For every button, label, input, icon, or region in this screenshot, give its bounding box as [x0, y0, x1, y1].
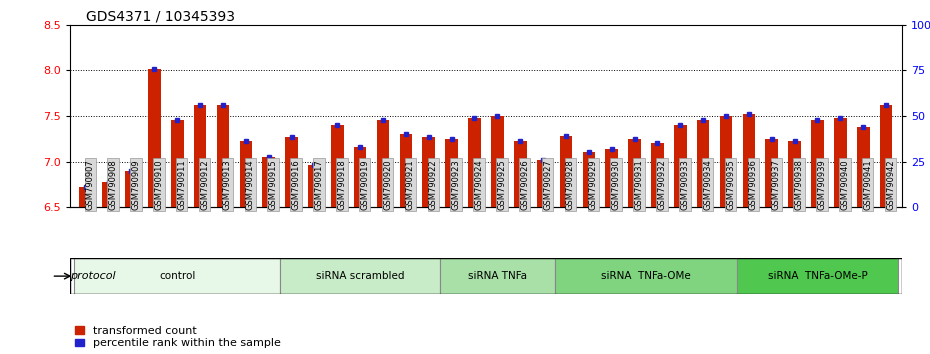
FancyBboxPatch shape [280, 258, 440, 294]
Bar [537, 160, 550, 207]
Bar [651, 143, 664, 207]
Bar [720, 116, 732, 207]
Text: GSM790910: GSM790910 [154, 159, 164, 210]
Text: GSM790924: GSM790924 [474, 159, 484, 210]
Bar [286, 137, 298, 207]
Text: control: control [159, 271, 195, 281]
Bar [400, 134, 412, 207]
Text: GSM790909: GSM790909 [131, 159, 140, 210]
Text: GSM790920: GSM790920 [383, 159, 392, 210]
Bar [514, 142, 526, 207]
Text: GSM790908: GSM790908 [109, 159, 117, 210]
Text: GSM790934: GSM790934 [703, 159, 712, 210]
Text: GSM790907: GSM790907 [86, 159, 95, 210]
Text: siRNA  TNFa-OMe-P: siRNA TNFa-OMe-P [767, 271, 868, 281]
Text: GSM790921: GSM790921 [405, 159, 415, 210]
Text: GSM790942: GSM790942 [886, 159, 895, 210]
Text: GSM790913: GSM790913 [223, 159, 232, 210]
Bar [834, 118, 846, 207]
Text: GSM790938: GSM790938 [794, 159, 804, 210]
Text: GSM790915: GSM790915 [269, 159, 278, 210]
FancyBboxPatch shape [554, 258, 737, 294]
Bar [102, 182, 115, 207]
Text: GSM790939: GSM790939 [817, 159, 827, 210]
Bar [217, 105, 230, 207]
Bar [697, 120, 710, 207]
Text: GSM790928: GSM790928 [566, 159, 575, 210]
Text: GSM790911: GSM790911 [178, 159, 186, 210]
Bar [605, 149, 618, 207]
Bar [193, 105, 206, 207]
Bar [765, 139, 778, 207]
FancyBboxPatch shape [74, 258, 280, 294]
Bar [491, 116, 504, 207]
Bar [445, 139, 458, 207]
Text: GSM790925: GSM790925 [498, 159, 506, 210]
Bar [857, 127, 870, 207]
Bar [674, 125, 686, 207]
Text: GSM790926: GSM790926 [520, 159, 529, 210]
Text: GSM790919: GSM790919 [360, 159, 369, 210]
Text: GSM790933: GSM790933 [680, 159, 689, 210]
Text: GSM790931: GSM790931 [634, 159, 644, 210]
Text: GSM790927: GSM790927 [543, 159, 552, 210]
Text: GSM790912: GSM790912 [200, 159, 209, 210]
Bar [742, 114, 755, 207]
Text: protocol: protocol [70, 271, 115, 281]
Bar [377, 120, 390, 207]
Text: GSM790917: GSM790917 [314, 159, 324, 210]
Text: GDS4371 / 10345393: GDS4371 / 10345393 [86, 10, 235, 24]
Bar [811, 120, 824, 207]
Text: GSM790918: GSM790918 [338, 159, 346, 210]
Bar [79, 187, 92, 207]
Text: GSM790916: GSM790916 [292, 159, 300, 210]
Bar [354, 147, 366, 207]
Text: GSM790929: GSM790929 [589, 159, 598, 210]
Text: GSM790922: GSM790922 [429, 159, 438, 210]
Text: GSM790940: GSM790940 [841, 159, 849, 210]
Bar [126, 171, 138, 207]
Bar [560, 136, 572, 207]
FancyBboxPatch shape [440, 258, 554, 294]
Text: siRNA TNFa: siRNA TNFa [468, 271, 527, 281]
Bar [308, 165, 321, 207]
Bar [262, 157, 275, 207]
Bar [880, 105, 893, 207]
Bar [582, 153, 595, 207]
Text: GSM790932: GSM790932 [658, 159, 667, 210]
FancyBboxPatch shape [737, 258, 897, 294]
Text: GSM790936: GSM790936 [749, 159, 758, 210]
Bar [789, 142, 801, 207]
Text: GSM790923: GSM790923 [452, 159, 460, 210]
Text: siRNA scrambled: siRNA scrambled [316, 271, 405, 281]
Bar [422, 137, 435, 207]
Text: GSM790935: GSM790935 [726, 159, 735, 210]
Legend: transformed count, percentile rank within the sample: transformed count, percentile rank withi… [75, 326, 281, 348]
Bar [331, 125, 343, 207]
Text: GSM790914: GSM790914 [246, 159, 255, 210]
Text: siRNA  TNFa-OMe: siRNA TNFa-OMe [601, 271, 691, 281]
Bar [171, 120, 183, 207]
Text: GSM790941: GSM790941 [863, 159, 872, 210]
Text: GSM790937: GSM790937 [772, 159, 781, 210]
Bar [629, 139, 641, 207]
Bar [468, 118, 481, 207]
Bar [148, 69, 161, 207]
Bar [240, 142, 252, 207]
Text: GSM790930: GSM790930 [612, 159, 620, 210]
